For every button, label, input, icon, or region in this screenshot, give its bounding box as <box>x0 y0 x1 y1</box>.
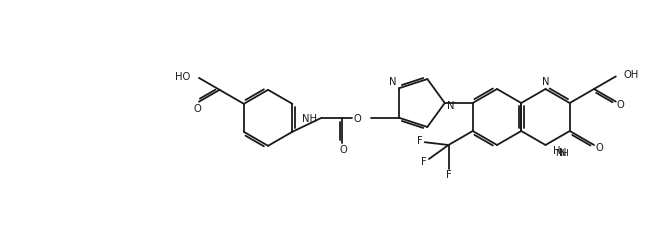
Text: F: F <box>417 136 423 146</box>
Text: N: N <box>447 100 454 110</box>
Text: O: O <box>617 99 625 109</box>
Text: N: N <box>541 77 549 87</box>
Text: O: O <box>354 113 361 123</box>
Text: O: O <box>595 142 603 152</box>
Text: N: N <box>560 147 567 157</box>
Text: F: F <box>421 156 427 166</box>
Text: OH: OH <box>624 70 639 80</box>
Text: O: O <box>340 144 348 154</box>
Text: F: F <box>446 169 451 179</box>
Text: O: O <box>193 103 201 113</box>
Text: HO: HO <box>175 72 190 82</box>
Text: H: H <box>554 145 561 155</box>
Text: N: N <box>389 77 396 87</box>
Text: NH: NH <box>302 113 317 123</box>
Text: NH: NH <box>556 149 569 158</box>
